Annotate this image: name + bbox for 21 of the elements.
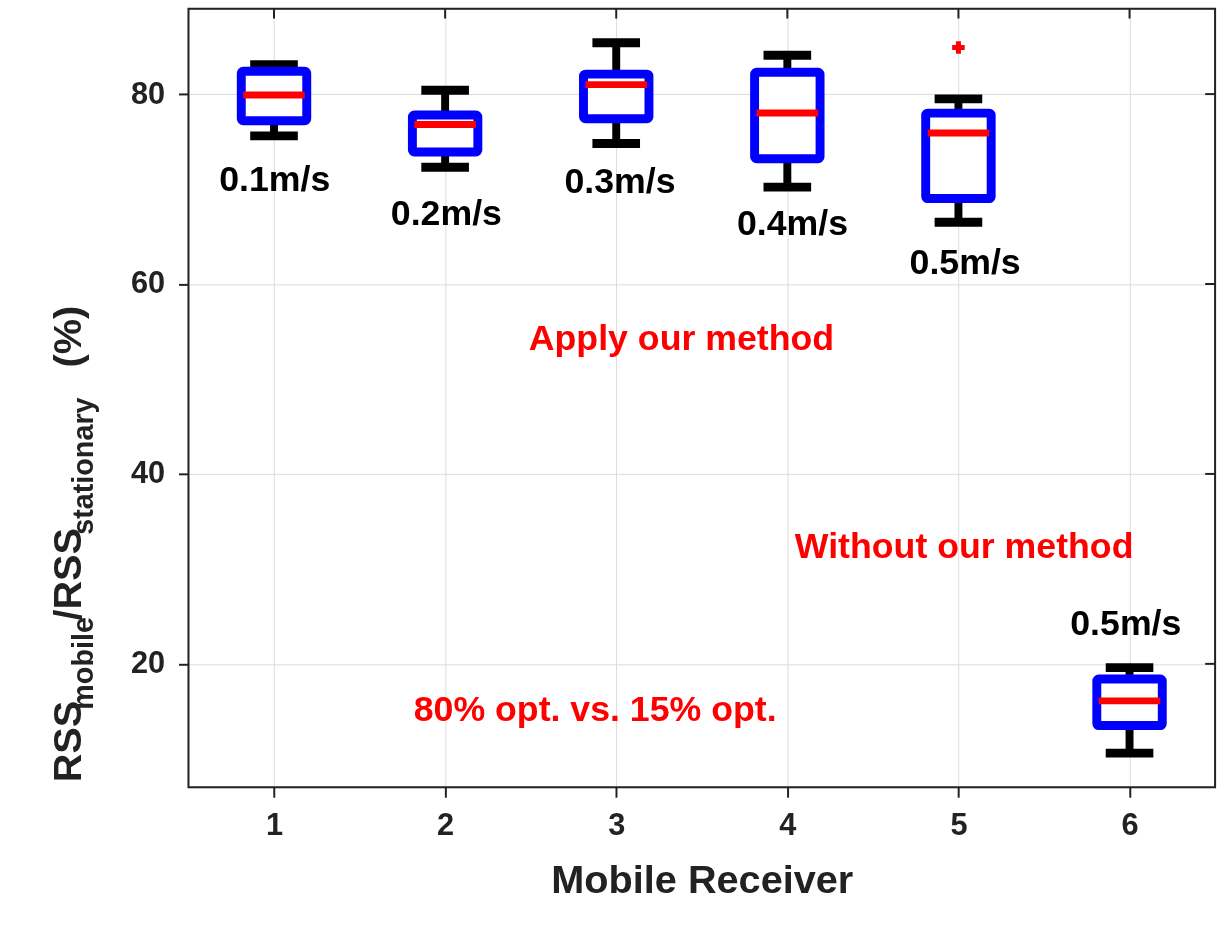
x-tick-label: 4 — [779, 807, 797, 843]
x-tick-label: 1 — [265, 807, 284, 843]
y-tick-label: 60 — [130, 265, 166, 301]
annotation: Without our method — [794, 526, 1134, 567]
x-tick-label: 3 — [608, 807, 626, 843]
annotation: 0.4m/s — [736, 202, 849, 243]
annotation: 0.5m/s — [1070, 602, 1182, 643]
annotation: 0.1m/s — [219, 159, 331, 200]
y-tick-label: 40 — [130, 455, 166, 491]
annotation: 0.5m/s — [909, 242, 1021, 283]
y-axis-title: RSSmobile/RSSstationary (%) — [45, 305, 100, 783]
y-tick-label: 20 — [130, 645, 166, 681]
y-tick-label: 80 — [130, 75, 166, 111]
x-axis-title: Mobile Receiver — [551, 856, 854, 901]
annotation: 0.3m/s — [564, 161, 676, 202]
x-tick-label: 2 — [437, 807, 455, 843]
annotation: Apply our method — [528, 317, 835, 358]
x-tick-label: 6 — [1121, 807, 1139, 843]
x-tick-label: 5 — [950, 807, 968, 843]
annotation: 0.2m/s — [390, 192, 502, 233]
annotation: 80% opt. vs. 15% opt. — [413, 688, 777, 729]
